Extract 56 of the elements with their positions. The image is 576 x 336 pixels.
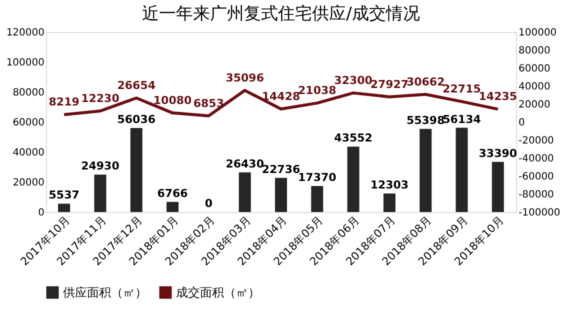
data-label: 17370 — [298, 170, 337, 184]
y2-tick-label: 40000 — [518, 82, 550, 92]
y2-tick-label: 20000 — [518, 100, 550, 110]
data-label: 12303 — [370, 178, 409, 192]
legend-label: 成交面积（㎡） — [176, 286, 260, 300]
data-label: 56134 — [442, 112, 482, 126]
y2-tick-label: 60000 — [518, 64, 550, 74]
data-label: 26654 — [117, 79, 156, 92]
data-label: 0 — [204, 197, 213, 210]
y2-tick-label: 100000 — [518, 28, 557, 38]
data-label: 35096 — [226, 71, 264, 84]
chart-title: 近一年来广州复式住宅供应/成交情况 — [142, 4, 420, 24]
y-tick-label: 0 — [38, 208, 44, 218]
y2-tick-label: -20000 — [518, 136, 554, 146]
data-label: 21038 — [298, 84, 336, 98]
y-tick-label: 20000 — [12, 178, 44, 188]
y2-tick-label: 80000 — [518, 46, 550, 56]
y-tick-label: 40000 — [12, 148, 44, 158]
data-label: 24930 — [81, 160, 120, 173]
data-label: 33390 — [478, 146, 518, 160]
data-label: 30662 — [406, 75, 445, 88]
y2-tick-label: -80000 — [518, 190, 554, 200]
data-label: 55398 — [406, 114, 445, 127]
data-label: 12230 — [81, 92, 120, 105]
data-label: 14428 — [262, 90, 300, 104]
data-label: 5537 — [48, 188, 80, 202]
bar — [166, 202, 179, 212]
bar — [238, 172, 251, 212]
data-label: 14235 — [478, 90, 518, 104]
bar — [383, 194, 396, 212]
bar — [456, 128, 468, 212]
legend-label: 供应面积（㎡） — [63, 286, 147, 300]
y2-tick-label: -100000 — [518, 208, 560, 218]
bar — [275, 178, 287, 212]
y2-tick-label: -60000 — [518, 172, 554, 182]
data-label: 26430 — [226, 157, 264, 170]
bar — [420, 128, 432, 212]
y-tick-label: 100000 — [6, 58, 44, 68]
data-label: 8219 — [48, 96, 80, 109]
bar — [347, 146, 360, 212]
y2-tick-label: 0 — [518, 118, 525, 128]
data-label: 10080 — [153, 94, 192, 107]
y-tick-label: 80000 — [12, 88, 44, 98]
y-tick-label: 120000 — [6, 28, 44, 38]
data-label: 43552 — [334, 132, 372, 145]
data-label: 56036 — [117, 112, 156, 126]
bar — [311, 186, 324, 212]
y2-tick-label: -40000 — [518, 154, 554, 164]
bar — [94, 174, 106, 212]
data-label: 6766 — [157, 186, 188, 200]
bar — [492, 162, 504, 212]
y-tick-label: 60000 — [12, 118, 44, 128]
data-label: 6853 — [193, 96, 224, 110]
bar — [58, 204, 70, 212]
data-label: 22715 — [442, 82, 481, 96]
bar — [130, 128, 142, 212]
